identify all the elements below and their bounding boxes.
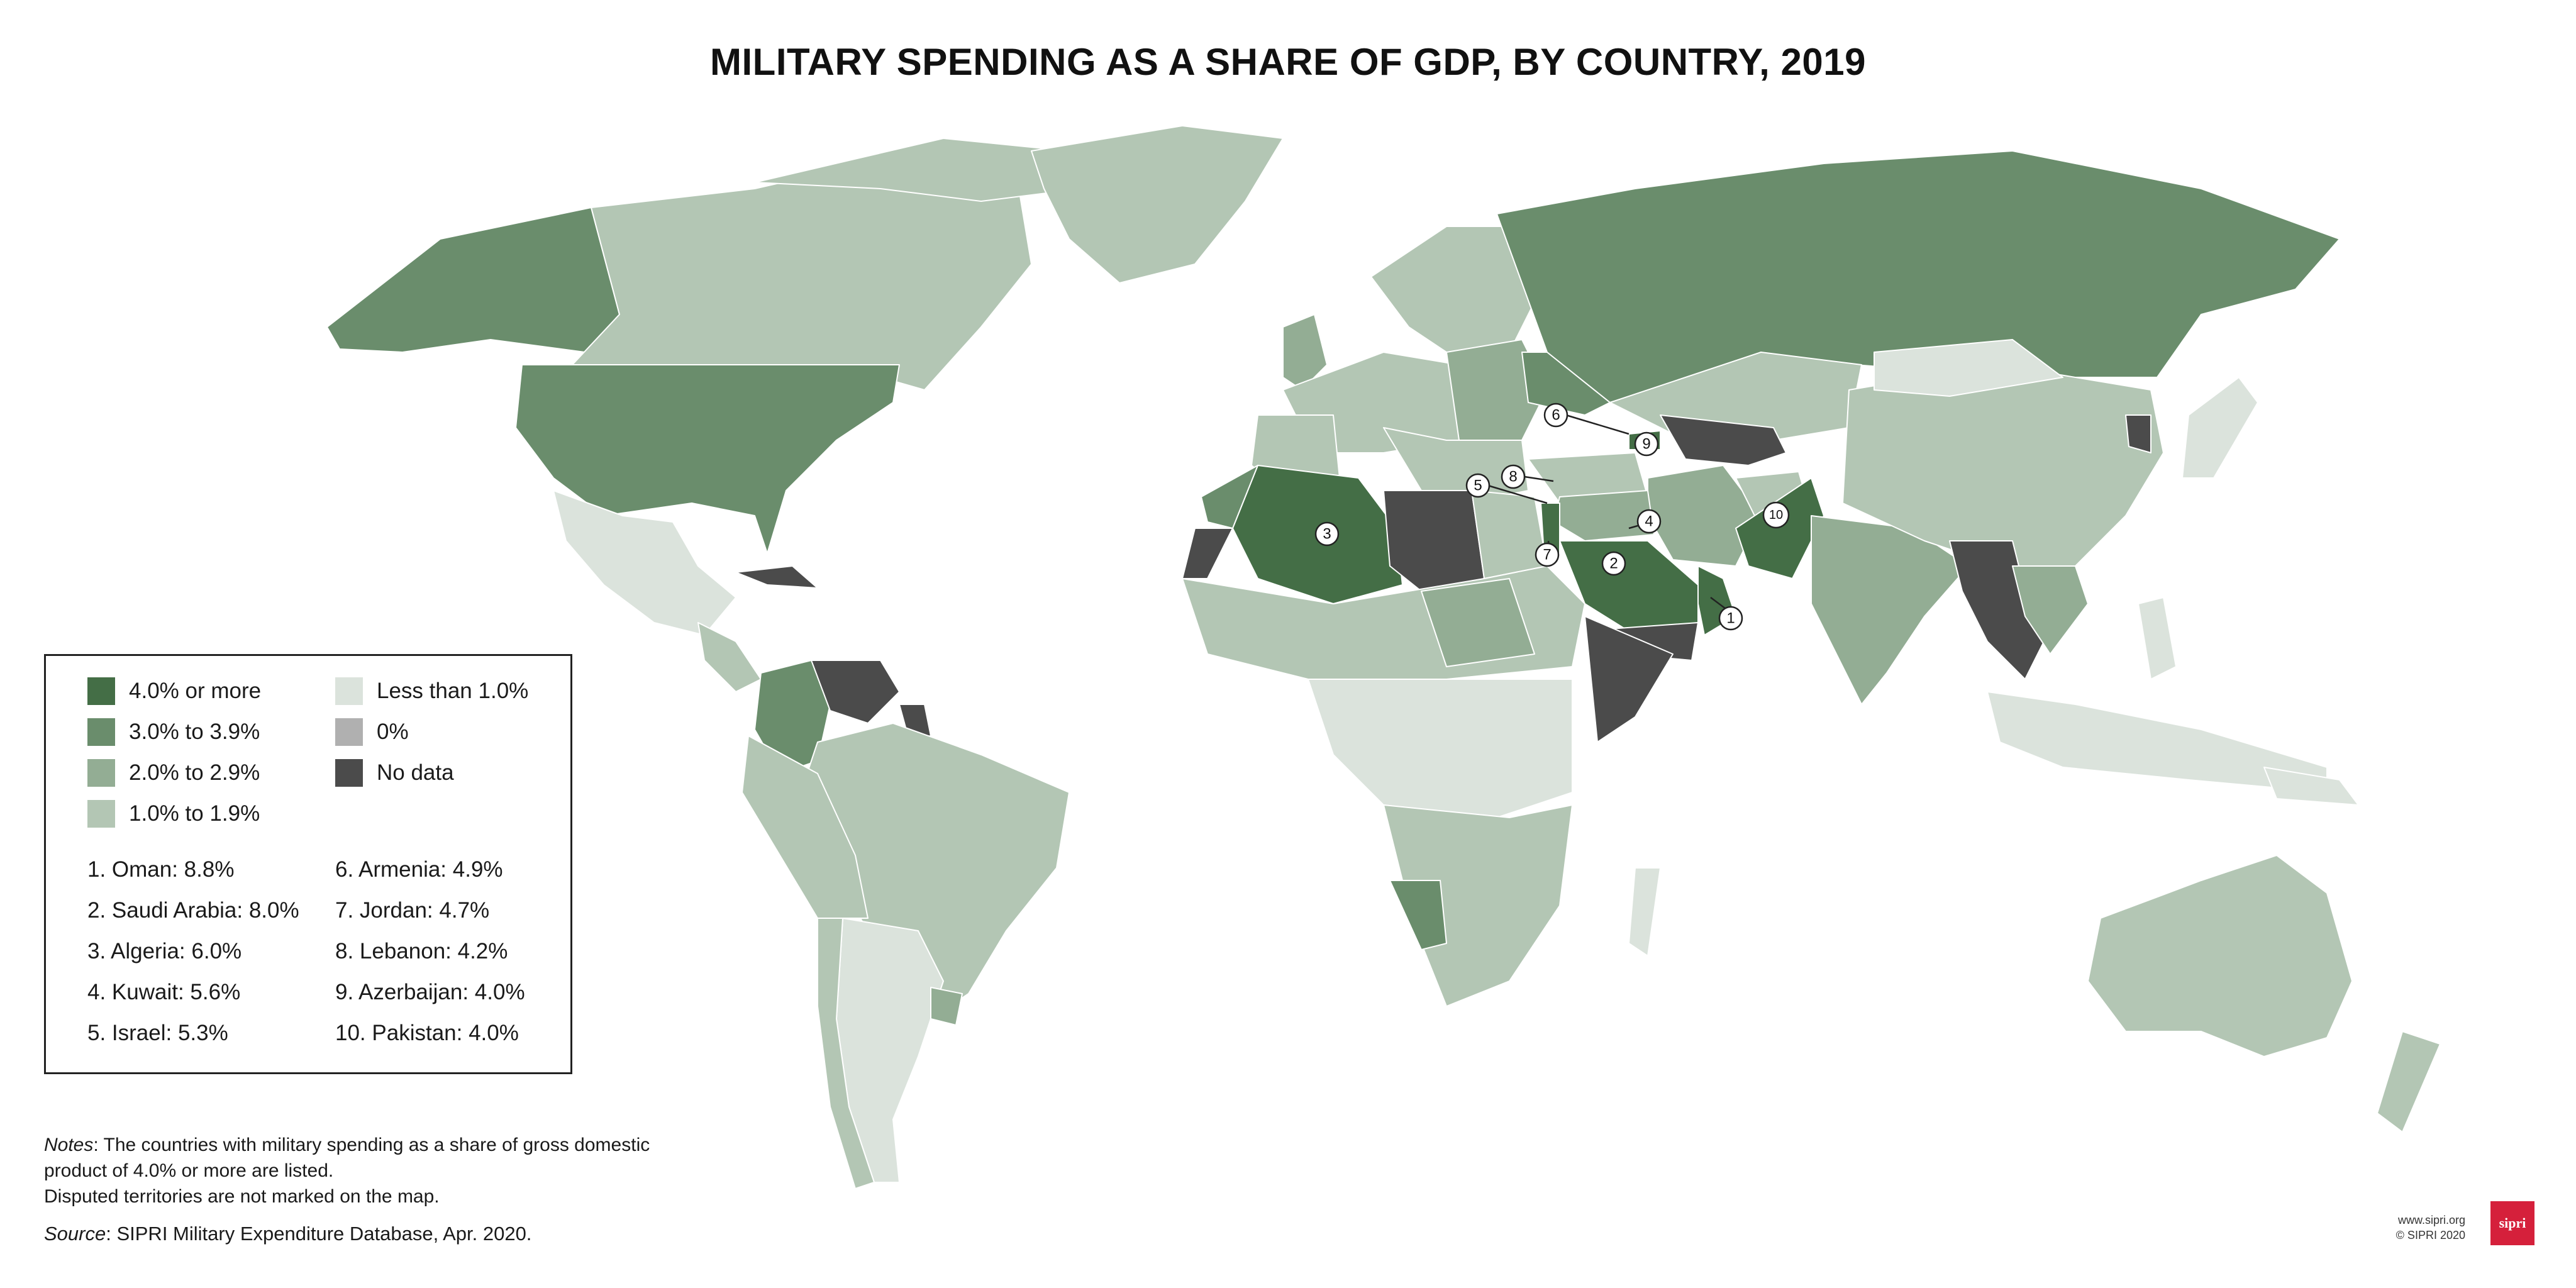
- sipri-logo: sipri: [2490, 1201, 2534, 1245]
- region-chile: [817, 918, 875, 1189]
- region-horn-somalia: [1584, 616, 1674, 743]
- region-papua: [2263, 767, 2359, 806]
- legend-item-4-plus: 4.0% or more: [87, 677, 261, 705]
- callout-9-label: 9: [1642, 436, 1650, 453]
- rank-item-3: 3. Algeria: 6.0%: [87, 939, 242, 963]
- legend-swatch-4-plus: [87, 677, 115, 705]
- region-egypt: [1471, 490, 1548, 579]
- region-central-asia-nodata: [1660, 414, 1787, 466]
- legend-label-no-data: No data: [377, 760, 454, 785]
- legend-label-zero: 0%: [377, 719, 409, 744]
- callout-8-lebanon: 8: [1501, 464, 1554, 489]
- callout-3-algeria: 3: [1314, 521, 1340, 547]
- region-madagascar: [1628, 867, 1661, 957]
- rank-item-6: 6. Armenia: 4.9%: [335, 857, 503, 882]
- region-uruguay: [930, 987, 963, 1026]
- notes-text-1: : The countries with military spending a…: [93, 1135, 650, 1155]
- callout-9-azerbaijan: 9: [1634, 431, 1659, 457]
- legend-swatch-2-to-2-9: [87, 759, 115, 787]
- region-myanmar-southeast: [1949, 540, 2051, 680]
- region-eastern-europe: [1446, 339, 1548, 441]
- legend-swatch-no-data: [335, 759, 363, 787]
- callout-1-oman: 1: [1710, 597, 1743, 631]
- legend-item-1-to-1-9: 1.0% to 1.9%: [87, 800, 260, 828]
- callout-6-label: 6: [1552, 407, 1560, 424]
- region-alaska: [326, 207, 620, 353]
- legend-item-2-to-2-9: 2.0% to 2.9%: [87, 759, 260, 787]
- callout-4-kuwait: 4: [1628, 509, 1662, 534]
- region-japan: [2182, 377, 2258, 479]
- legend-swatch-3-to-3-9: [87, 718, 115, 746]
- region-philippines: [2138, 597, 2177, 680]
- legend-swatch-1-to-1-9: [87, 800, 115, 828]
- source-text: : SIPRI Military Expenditure Database, A…: [106, 1223, 532, 1245]
- legend-swatch-less-than-1: [335, 677, 363, 705]
- rank-item-1: 1. Oman: 8.8%: [87, 857, 235, 882]
- region-central-america: [697, 622, 762, 692]
- legend-item-no-data: No data: [335, 759, 454, 787]
- region-greenland: [1031, 125, 1284, 284]
- legend-box: 4.0% or more 3.0% to 3.9% 2.0% to 2.9% 1…: [44, 654, 572, 1074]
- notes-line-2: product of 4.0% or more are listed.: [44, 1160, 334, 1181]
- region-usa: [515, 364, 900, 554]
- rank-item-10: 10. Pakistan: 4.0%: [335, 1021, 519, 1045]
- rank-item-7: 7. Jordan: 4.7%: [335, 898, 490, 923]
- legend-label-1-to-1-9: 1.0% to 1.9%: [129, 801, 260, 826]
- legend-item-3-to-3-9: 3.0% to 3.9%: [87, 718, 260, 746]
- rank-item-2: 2. Saudi Arabia: 8.0%: [87, 898, 299, 923]
- callout-7-label: 7: [1543, 547, 1551, 564]
- region-cuba: [735, 565, 818, 589]
- region-levant: [1540, 502, 1560, 554]
- notes-line-3: Disputed territories are not marked on t…: [44, 1186, 440, 1207]
- legend-item-zero: 0%: [335, 718, 409, 746]
- legend-label-2-to-2-9: 2.0% to 2.9%: [129, 760, 260, 785]
- region-western-sahara: [1182, 528, 1233, 579]
- region-china: [1842, 364, 2164, 567]
- rank-item-5: 5. Israel: 5.3%: [87, 1021, 228, 1045]
- callout-10-pakistan: 10: [1762, 501, 1790, 529]
- legend-swatch-zero: [335, 718, 363, 746]
- callout-6-armenia: 6: [1543, 402, 1629, 435]
- notes-block: Notes: The countries with military spend…: [44, 1132, 799, 1209]
- callout-2-saudi-arabia: 2: [1601, 551, 1626, 576]
- region-mexico: [553, 490, 736, 636]
- map-title: MILITARY SPENDING AS A SHARE OF GDP, BY …: [710, 41, 1866, 83]
- callout-3-label: 3: [1323, 526, 1331, 543]
- rank-item-8: 8. Lebanon: 4.2%: [335, 939, 508, 963]
- region-new-zealand: [2377, 1031, 2441, 1133]
- region-venezuela: [811, 660, 900, 724]
- rank-item-9: 9. Azerbaijan: 4.0%: [335, 980, 525, 1004]
- region-scandinavia: [1370, 226, 1548, 353]
- callout-8-label: 8: [1509, 469, 1517, 486]
- callout-10-label: 10: [1769, 508, 1783, 522]
- region-indochina: [2012, 565, 2089, 655]
- callout-2-label: 2: [1609, 555, 1618, 572]
- region-north-korea: [2125, 414, 2151, 453]
- callout-5-israel: 5: [1465, 473, 1548, 504]
- footer-credits: www.sipri.org © SIPRI 2020: [2396, 1213, 2465, 1243]
- callout-1-label: 1: [1726, 610, 1735, 627]
- region-sudan: [1421, 578, 1535, 667]
- legend-item-less-than-1: Less than 1.0%: [335, 677, 528, 705]
- legend-label-4-plus: 4.0% or more: [129, 679, 262, 703]
- notes-line-1: Notes: The countries with military spend…: [44, 1132, 799, 1158]
- notes-label: Notes: [44, 1135, 94, 1155]
- legend-label-3-to-3-9: 3.0% to 3.9%: [129, 719, 260, 744]
- region-namibia: [1389, 880, 1447, 950]
- rank-item-4: 4. Kuwait: 5.6%: [87, 980, 241, 1004]
- region-uk: [1282, 314, 1328, 391]
- legend-label-less-than-1: Less than 1.0%: [377, 679, 529, 703]
- region-mongolia: [1874, 339, 2063, 397]
- website-link[interactable]: www.sipri.org: [2397, 1214, 2465, 1226]
- region-australia: [2087, 855, 2353, 1057]
- source-label: Source: [44, 1223, 106, 1245]
- callout-4-label: 4: [1645, 513, 1653, 530]
- callout-7-jordan: 7: [1535, 540, 1560, 567]
- source-line: Source: SIPRI Military Expenditure Datab…: [44, 1223, 531, 1245]
- copyright-text: © SIPRI 2020: [2396, 1229, 2465, 1241]
- region-pakistan: [1735, 477, 1824, 579]
- callout-5-label: 5: [1474, 477, 1482, 494]
- region-central-africa: [1307, 679, 1573, 818]
